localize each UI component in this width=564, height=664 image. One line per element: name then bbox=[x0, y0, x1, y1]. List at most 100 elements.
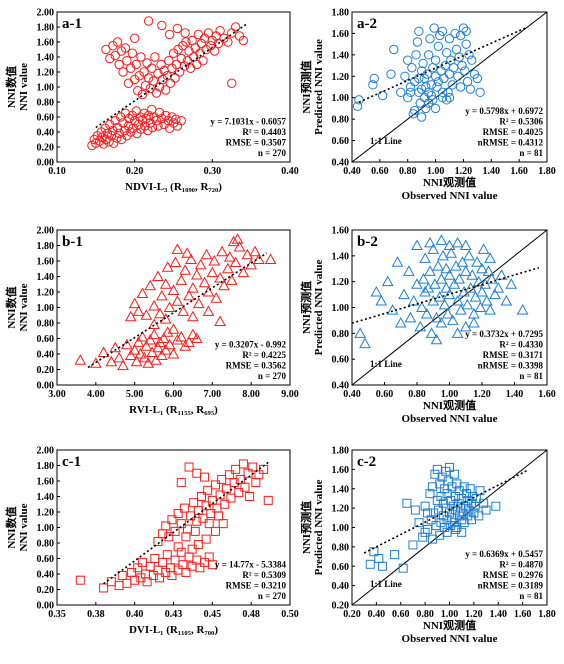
data-point bbox=[175, 274, 188, 285]
data-point bbox=[167, 284, 180, 295]
x-tick-label: 1.20 bbox=[455, 166, 473, 177]
data-point bbox=[208, 254, 221, 266]
data-point bbox=[491, 501, 501, 511]
data-point bbox=[458, 508, 468, 518]
data-point bbox=[389, 44, 399, 55]
data-point bbox=[170, 526, 180, 536]
data-point bbox=[187, 310, 199, 322]
y-tick-label: 0.60 bbox=[37, 554, 55, 565]
data-point bbox=[133, 563, 143, 573]
data-point bbox=[454, 52, 464, 62]
data-point bbox=[449, 469, 459, 479]
data-point bbox=[500, 295, 513, 306]
x-tick-label: 0.40 bbox=[343, 389, 361, 400]
data-point bbox=[209, 46, 220, 56]
data-point bbox=[161, 567, 171, 577]
data-point bbox=[245, 492, 255, 501]
stat-line: R² = 0.4330 bbox=[499, 340, 543, 350]
data-point bbox=[108, 138, 119, 148]
data-point bbox=[451, 236, 464, 248]
data-point bbox=[457, 527, 467, 537]
y-axis-label-cn: NNI预测值 bbox=[299, 60, 313, 113]
data-point bbox=[150, 554, 160, 563]
data-point bbox=[435, 479, 445, 489]
data-point bbox=[421, 103, 431, 114]
data-point bbox=[217, 474, 227, 484]
data-point bbox=[411, 239, 423, 250]
data-point bbox=[444, 93, 455, 103]
stat-line: y = 7.1031x - 0.6057 bbox=[210, 117, 286, 127]
data-point bbox=[431, 521, 441, 531]
data-point bbox=[477, 243, 490, 254]
data-point bbox=[467, 55, 477, 65]
data-point bbox=[423, 50, 434, 60]
data-point bbox=[469, 291, 482, 302]
data-point bbox=[139, 67, 149, 77]
data-point bbox=[156, 349, 168, 361]
y-tick-label: 1.00 bbox=[332, 93, 350, 104]
data-point bbox=[231, 464, 241, 474]
data-point bbox=[124, 310, 137, 322]
y-axis-label: Predicted NNI value bbox=[313, 260, 325, 356]
data-point bbox=[171, 295, 184, 306]
data-point bbox=[419, 285, 431, 297]
stat-line: RMSE = 0.3507 bbox=[226, 138, 287, 148]
data-point bbox=[112, 133, 122, 143]
y-tick-label: 0.60 bbox=[37, 113, 55, 124]
data-point bbox=[403, 93, 413, 103]
x-tick-label: 0.60 bbox=[392, 609, 410, 620]
data-point bbox=[178, 560, 188, 570]
y-tick-label: 2.00 bbox=[37, 226, 55, 237]
data-point bbox=[200, 248, 213, 260]
data-point bbox=[128, 297, 141, 309]
data-point bbox=[459, 482, 469, 492]
x-axis-label-cn: NNI观测值 bbox=[423, 618, 476, 632]
plot-data-layer bbox=[352, 450, 547, 605]
data-point bbox=[481, 505, 491, 515]
data-point bbox=[140, 309, 153, 320]
x-tick-label: 0.40 bbox=[368, 609, 386, 620]
data-point bbox=[481, 295, 493, 306]
data-point bbox=[442, 527, 452, 537]
x-tick-label: 0.80 bbox=[399, 166, 417, 177]
data-point bbox=[179, 340, 191, 351]
y-tick-label: 1.40 bbox=[37, 492, 55, 503]
stat-line: R² = 0.5309 bbox=[242, 570, 286, 580]
data-point bbox=[196, 492, 206, 501]
data-point bbox=[435, 530, 445, 540]
data-point bbox=[427, 482, 437, 492]
data-point bbox=[169, 256, 182, 268]
y-tick-label: 1.80 bbox=[332, 446, 350, 457]
data-point bbox=[405, 87, 416, 98]
data-point bbox=[118, 67, 128, 77]
data-point bbox=[129, 33, 140, 43]
data-point bbox=[121, 338, 133, 350]
plot-data-layer bbox=[352, 12, 547, 162]
data-point bbox=[110, 50, 120, 61]
data-point bbox=[150, 52, 160, 62]
data-point bbox=[173, 542, 183, 552]
stat-line: n = 270 bbox=[258, 371, 287, 381]
one-to-one-label: 1:1 Line bbox=[370, 359, 402, 369]
y-tick-label: 0.40 bbox=[332, 381, 350, 392]
x-tick-label: 0.48 bbox=[242, 609, 260, 620]
data-point bbox=[416, 112, 427, 122]
y-tick-label: 0.80 bbox=[332, 115, 350, 126]
data-point bbox=[455, 30, 466, 41]
data-point bbox=[170, 555, 180, 565]
data-point bbox=[440, 282, 453, 293]
data-point bbox=[437, 26, 448, 36]
data-point bbox=[420, 307, 433, 319]
data-point bbox=[450, 28, 460, 39]
data-point bbox=[476, 262, 488, 274]
data-point bbox=[167, 571, 177, 581]
data-point bbox=[154, 307, 166, 319]
x-tick-label: 1.00 bbox=[441, 609, 459, 620]
data-point bbox=[189, 498, 199, 508]
data-point bbox=[430, 469, 440, 479]
panel-label: c-1 bbox=[62, 454, 81, 470]
y-tick-label: 0.80 bbox=[37, 98, 55, 109]
x-tick-label: 1.60 bbox=[514, 609, 532, 620]
data-point bbox=[97, 346, 110, 357]
data-point bbox=[117, 571, 127, 581]
